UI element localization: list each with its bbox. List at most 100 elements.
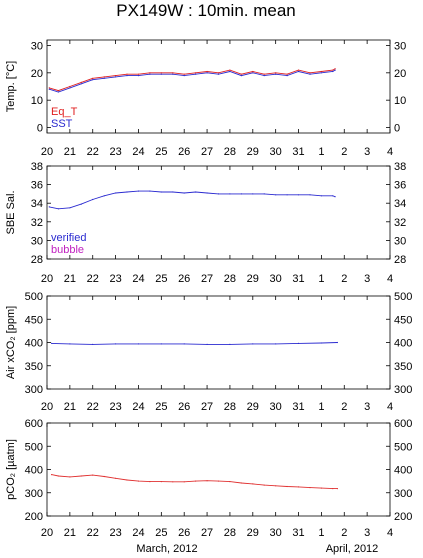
x-tick-label: 22	[87, 273, 99, 285]
data-point	[275, 194, 277, 196]
series-line-pco2	[51, 474, 338, 490]
data-point	[172, 191, 174, 193]
x-tick-label: 30	[270, 401, 282, 413]
series-line-air-xco2	[51, 342, 338, 345]
x-tick-label: 20	[41, 273, 53, 285]
legend-entry: SST	[51, 118, 73, 130]
y-tick-label-right: 0	[394, 123, 400, 135]
data-point	[206, 72, 208, 74]
y-axis-title: Temp. [°C]	[5, 61, 17, 112]
y-tick-label-right: 400	[394, 465, 412, 477]
data-point	[48, 87, 50, 89]
data-point	[297, 70, 300, 73]
data-point	[103, 77, 105, 79]
data-point	[263, 73, 265, 75]
x-tick-label: 21	[64, 527, 76, 539]
y-tick-label-right: 350	[394, 361, 412, 373]
data-point	[80, 83, 82, 85]
data-point	[137, 75, 140, 77]
y-tick-label-right: 300	[394, 384, 412, 396]
data-point	[252, 483, 254, 485]
y-tick-label: 20	[31, 68, 43, 80]
data-point	[240, 193, 242, 195]
data-point	[80, 475, 82, 477]
x-tick-label: 24	[132, 401, 144, 413]
y-tick-label: 500	[25, 291, 43, 303]
data-point	[149, 72, 151, 74]
data-point	[320, 342, 322, 344]
data-point	[320, 487, 322, 489]
data-point	[240, 73, 242, 75]
x-tick-label: 26	[178, 401, 190, 413]
data-point	[297, 69, 300, 71]
legend-entry: bubble	[51, 244, 84, 256]
x-month-label-april: April, 2012	[326, 543, 379, 555]
x-tick-label: 23	[109, 146, 121, 158]
data-point	[172, 72, 174, 74]
x-tick-label: 4	[387, 273, 393, 285]
data-point	[240, 75, 242, 77]
data-point	[229, 193, 231, 195]
data-point	[336, 488, 338, 490]
data-point	[297, 486, 300, 488]
data-point	[126, 191, 128, 193]
y-tick-label-right: 30	[394, 235, 406, 247]
data-point	[309, 73, 311, 75]
data-point	[320, 72, 322, 74]
x-tick-label: 25	[155, 401, 167, 413]
data-point	[183, 75, 185, 77]
data-point	[217, 72, 220, 74]
data-point	[149, 73, 151, 75]
x-tick-label: 27	[201, 527, 213, 539]
x-tick-label: 22	[87, 146, 99, 158]
y-tick-label-right: 36	[394, 180, 406, 192]
data-point	[115, 477, 117, 479]
x-tick-label: 2	[341, 273, 347, 285]
data-point	[69, 343, 71, 345]
x-tick-label: 31	[292, 273, 304, 285]
y-tick-label: 34	[31, 198, 43, 210]
x-tick-label: 28	[224, 273, 236, 285]
x-tick-label: 30	[270, 146, 282, 158]
data-point	[275, 343, 277, 345]
legend-entry: verified	[51, 232, 86, 244]
y-tick-label: 0	[37, 123, 43, 135]
data-point	[69, 476, 71, 478]
data-point	[334, 69, 336, 71]
y-axis-title: SBE Sal.	[5, 190, 17, 234]
x-month-label-march: March, 2012	[136, 543, 197, 555]
data-point	[206, 480, 208, 482]
x-tick-label: 4	[387, 146, 393, 158]
data-point	[252, 193, 254, 195]
data-point	[332, 488, 334, 490]
x-tick-label: 20	[41, 527, 53, 539]
x-tick-label: 21	[64, 401, 76, 413]
x-tick-label: 26	[178, 273, 190, 285]
x-tick-label: 3	[364, 146, 370, 158]
data-point	[195, 72, 197, 74]
data-point	[92, 343, 94, 345]
data-point	[115, 192, 117, 194]
x-tick-label: 27	[201, 146, 213, 158]
y-tick-label: 300	[25, 384, 43, 396]
y-tick-label: 30	[31, 235, 43, 247]
x-tick-label: 27	[201, 273, 213, 285]
x-tick-label: 3	[364, 273, 370, 285]
data-point	[172, 481, 174, 483]
x-tick-label: 27	[201, 401, 213, 413]
y-tick-label: 400	[25, 465, 43, 477]
x-tick-label: 3	[364, 527, 370, 539]
x-tick-label: 28	[224, 527, 236, 539]
data-point	[334, 196, 336, 198]
data-point	[57, 90, 60, 92]
data-point	[51, 342, 53, 344]
data-point	[103, 195, 105, 197]
data-point	[206, 343, 208, 345]
data-point	[309, 72, 311, 74]
y-tick-label-right: 200	[394, 511, 412, 523]
data-point	[126, 75, 128, 77]
data-point	[137, 480, 140, 482]
